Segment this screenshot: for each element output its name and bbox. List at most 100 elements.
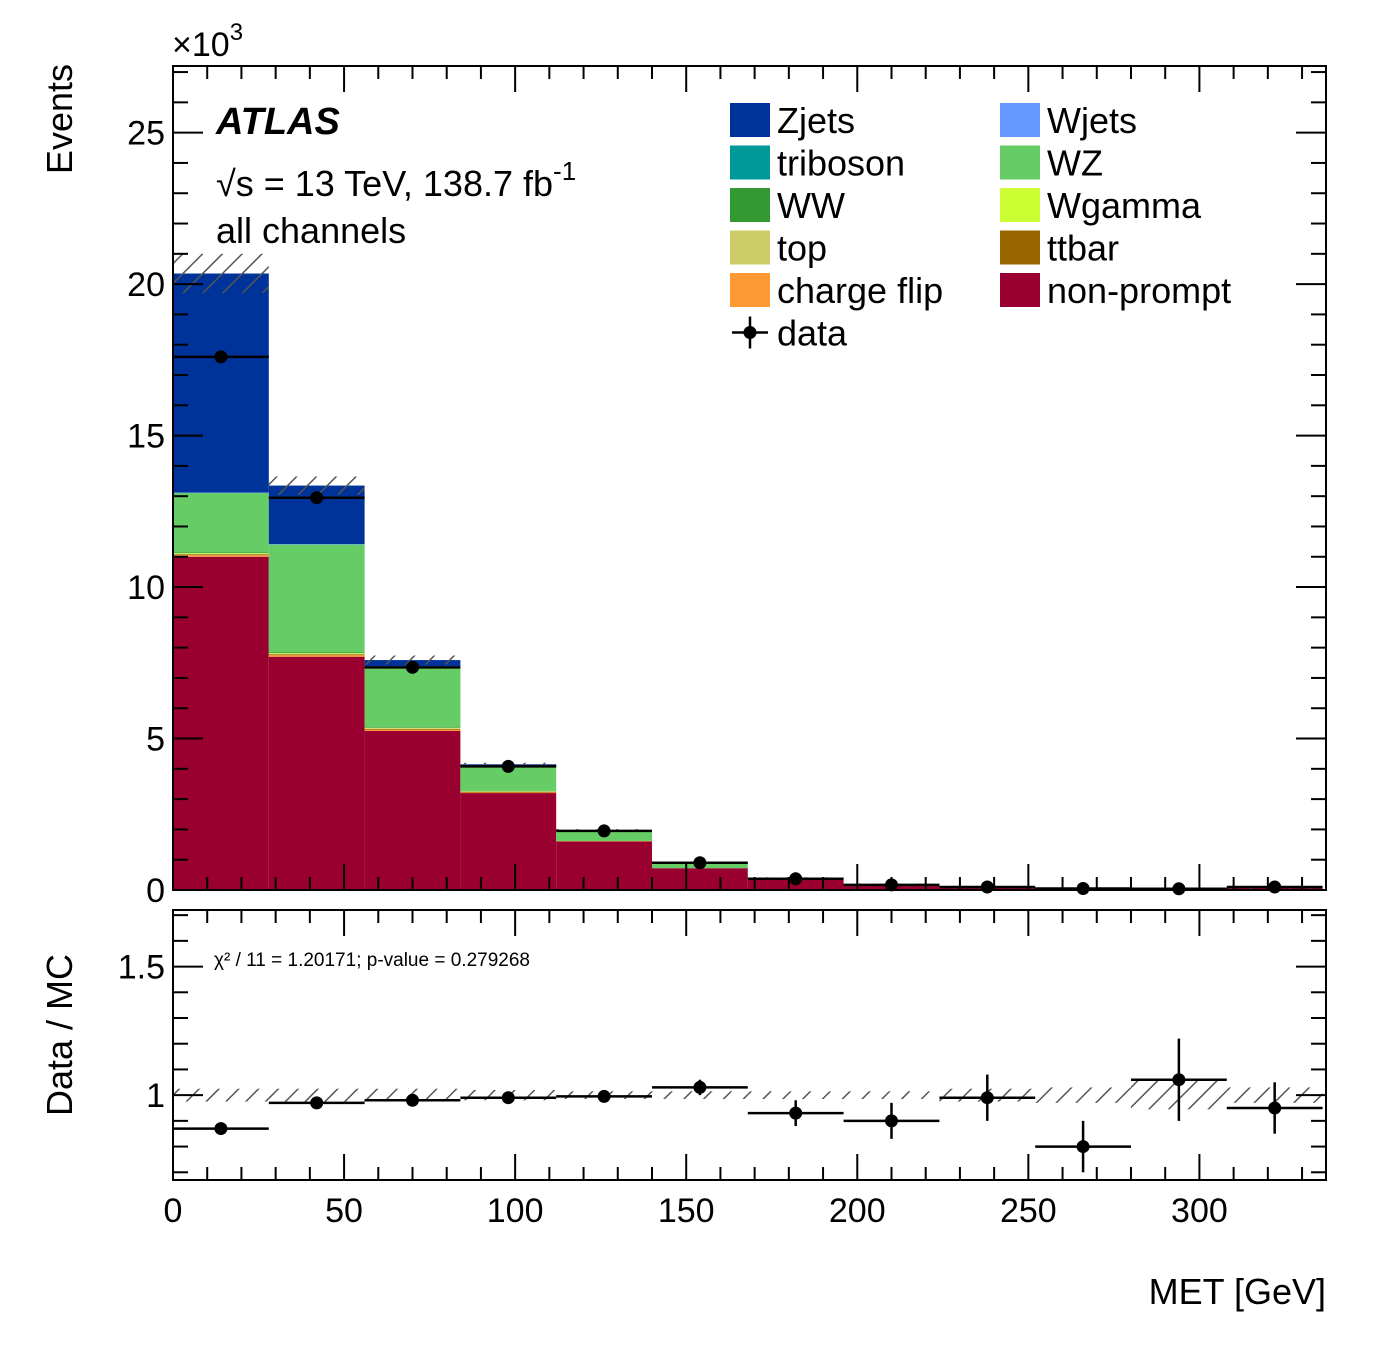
y-tick-label-20: 20 [127, 266, 165, 304]
x-tick-label-300: 300 [1171, 1192, 1228, 1230]
legend-swatch-Wgamma [1000, 188, 1040, 222]
ratio-uncertainty-band-0 [173, 1088, 269, 1102]
bar-ttbar-0 [173, 554, 269, 556]
ratio-point-8 [980, 1091, 994, 1105]
legend-marker-data-dot [743, 326, 757, 339]
legend-label-top: top [777, 228, 827, 269]
ratio-point-1 [310, 1096, 324, 1110]
ratio-point-11 [1268, 1101, 1282, 1115]
chart-text: ATLAS √s = 13 TeV, 138.7 fb-1 all channe… [39, 19, 1326, 1312]
legend-swatch-Zjets [730, 103, 770, 137]
ratio-panel: 0 50 100 150 200 250 300 1 1.5 [118, 909, 1327, 1230]
legend-swatch-triboson [730, 145, 770, 180]
legend-swatch-Wjets [1000, 103, 1040, 137]
y-tick-label-25: 25 [127, 115, 165, 153]
bar-top-1 [268, 653, 365, 655]
bar-WZ-2 [364, 666, 461, 728]
data-point-9 [1076, 881, 1090, 895]
y-tick-label-15: 15 [127, 418, 165, 456]
ratio-point-4 [597, 1089, 611, 1103]
x-tick-label-50: 50 [325, 1192, 363, 1230]
data-point-10 [1172, 882, 1186, 896]
x-tick-label-100: 100 [487, 1192, 544, 1230]
ratio-point-3 [501, 1091, 515, 1105]
y-tick-label-10: 10 [127, 569, 165, 607]
ratio-point-5 [693, 1080, 707, 1094]
energy-label: √s = 13 TeV, 138.7 fb-1 [216, 156, 576, 204]
legend-label-WW: WW [777, 185, 845, 226]
ratio-point-6 [789, 1106, 803, 1120]
ratio-y-axis-title: Data / MC [39, 954, 80, 1116]
legend-label-non-prompt: non-prompt [1047, 270, 1231, 311]
main-panel: 0 5 10 15 20 25 [127, 65, 1327, 910]
bar-WW-1 [268, 652, 365, 654]
ratio-point-10 [1172, 1073, 1186, 1087]
bar-ttbar-3 [460, 791, 557, 793]
data-point-6 [789, 872, 803, 886]
y-tick-label-0: 0 [146, 872, 165, 910]
atlas-label: ATLAS [215, 101, 340, 143]
data-point-5 [693, 856, 707, 870]
mc-uncertainty-band-2 [364, 655, 461, 665]
y-multiplier: ×103 [172, 19, 243, 64]
y-tick-label-5: 5 [146, 721, 165, 759]
data-point-1 [310, 491, 324, 505]
bar-top-2 [364, 728, 461, 729]
x-axis-title: MET [GeV] [1149, 1271, 1326, 1312]
legend-swatch-ttbar [1000, 230, 1040, 265]
channel-label: all channels [216, 210, 406, 251]
bar-non-prompt-4 [556, 841, 652, 890]
y-axis-title: Events [39, 64, 80, 174]
data-point-3 [501, 759, 515, 773]
data-point-2 [405, 660, 419, 674]
ratio-uncertainty-band-7 [843, 1091, 940, 1099]
bar-top-0 [173, 553, 269, 555]
bar-Wgamma-0 [173, 553, 269, 554]
bar-charge-flip-1 [268, 655, 365, 657]
legend-label-Wjets: Wjets [1047, 100, 1137, 141]
legend-label-data: data [777, 313, 848, 354]
legend-label-triboson: triboson [777, 143, 905, 184]
mc-uncertainty-band-0 [173, 253, 269, 294]
ratio-point-9 [1076, 1140, 1090, 1154]
bar-charge-flip-3 [460, 792, 557, 794]
bar-charge-flip-2 [364, 729, 461, 731]
bar-WW-2 [364, 727, 461, 728]
bar-Zjets-0 [173, 273, 269, 493]
bar-non-prompt-1 [268, 656, 365, 890]
data-point-0 [214, 350, 228, 364]
legend-swatch-top [730, 230, 770, 265]
legend-label-WZ: WZ [1047, 143, 1103, 184]
main-frame [172, 65, 1327, 891]
data-point-4 [597, 824, 611, 838]
legend-swatch-WW [730, 188, 770, 222]
ratio-frame [172, 909, 1327, 1181]
legend-swatch-non-prompt [1000, 273, 1040, 307]
ratio-uncertainty-band-6 [747, 1091, 844, 1099]
legend-swatch-charge-flip [730, 273, 770, 307]
bar-non-prompt-3 [460, 793, 557, 890]
data-point-11 [1268, 880, 1282, 894]
x-tick-label-150: 150 [658, 1192, 715, 1230]
legend-label-Wgamma: Wgamma [1047, 185, 1202, 226]
bar-Wgamma-1 [268, 653, 365, 654]
ratio-y-tick-label-1: 1.5 [118, 949, 165, 987]
ratio-point-0 [214, 1122, 228, 1136]
legend-label-charge-flip: charge flip [777, 270, 943, 311]
x-tick-label-0: 0 [164, 1192, 183, 1230]
bar-non-prompt-0 [173, 556, 269, 890]
bar-WZ-0 [173, 493, 269, 553]
bar-non-prompt-2 [364, 730, 461, 890]
ratio-point-7 [884, 1114, 898, 1128]
ratio-y-tick-label-0: 1 [146, 1077, 165, 1115]
bar-WZ-1 [268, 544, 365, 653]
legend-swatch-WZ [1000, 145, 1040, 180]
legend-label-Zjets: Zjets [777, 100, 855, 141]
ratio-uncertainty-band-9 [1035, 1087, 1131, 1103]
ratio-uncertainty-band-1 [268, 1088, 365, 1102]
x-tick-label-250: 250 [1000, 1192, 1057, 1230]
bar-charge-flip-0 [173, 555, 269, 557]
bar-non-prompt-5 [651, 868, 748, 890]
bar-ttbar-1 [268, 654, 365, 656]
